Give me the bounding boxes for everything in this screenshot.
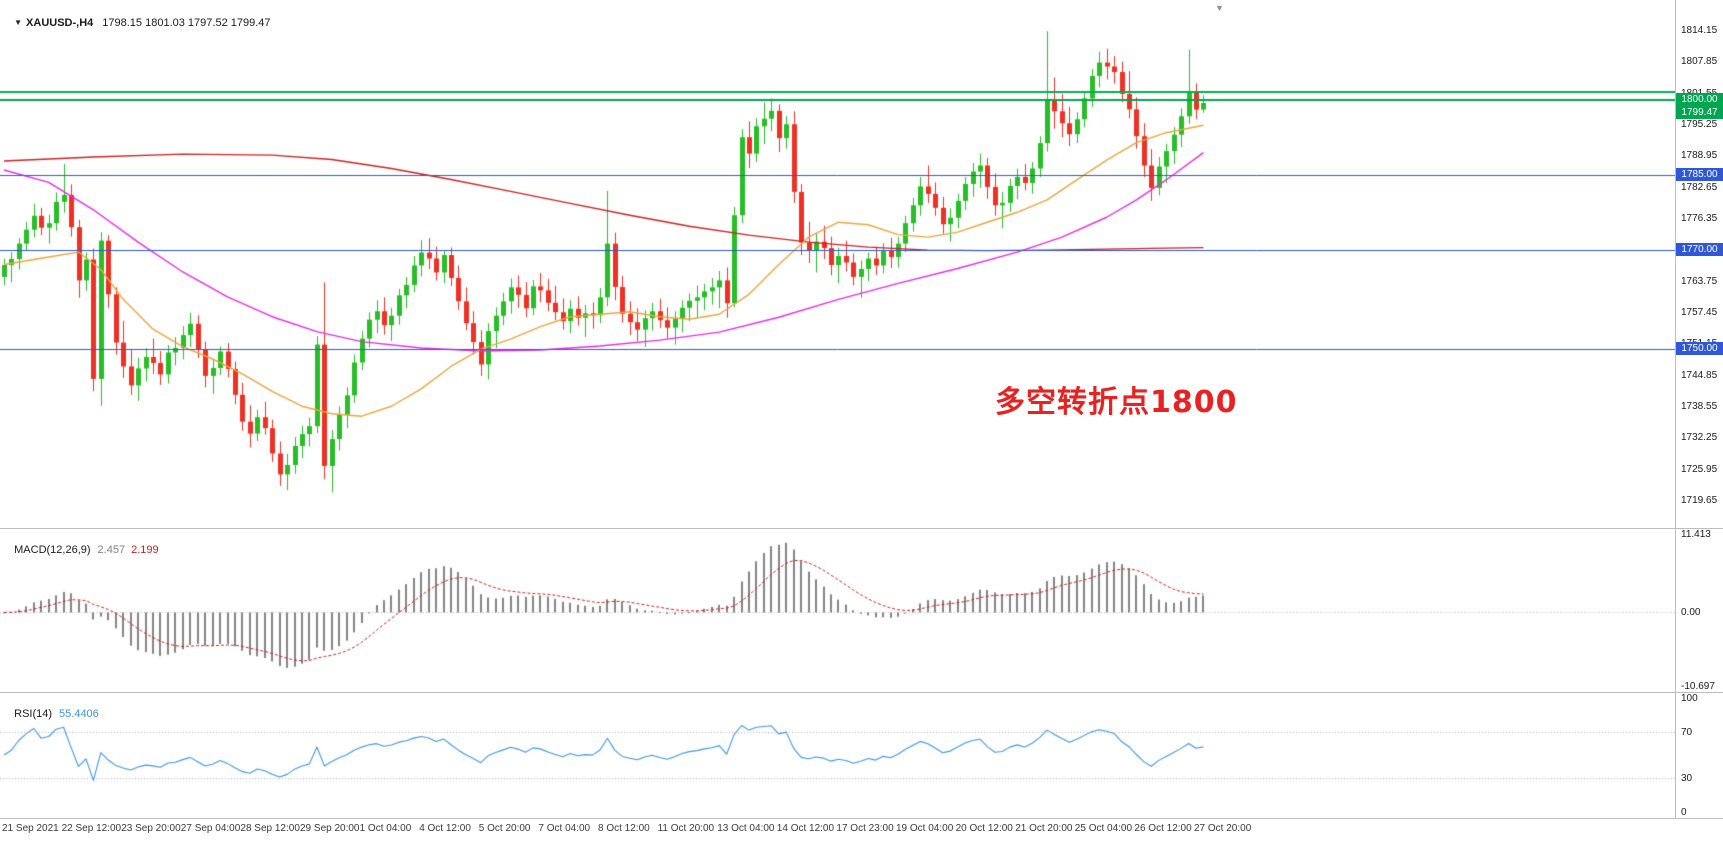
symbol-dropdown-icon[interactable]: ▼ xyxy=(14,18,23,27)
rsi-title: RSI(14) 55.4406 xyxy=(8,696,99,720)
macd-axis-tick: 11.413 xyxy=(1681,529,1711,540)
time-axis-label: 27 Sep 04:00 xyxy=(180,823,241,834)
price-level-badge[interactable]: 1800.00 xyxy=(1676,93,1723,107)
macd-axis-tick: -10.697 xyxy=(1681,681,1715,692)
time-axis-label: 19 Oct 04:00 xyxy=(896,823,954,834)
rsi-axis-tick: 70 xyxy=(1681,727,1693,739)
rsi-name: RSI(14) xyxy=(14,708,53,720)
time-axis-label: 11 Oct 20:00 xyxy=(657,823,715,834)
macd-signal-value: 2.199 xyxy=(131,544,159,556)
time-axis-label: 27 Oct 20:00 xyxy=(1194,823,1252,834)
chart-title: ▼ XAUUSD-,H4 1798.15 1801.03 1797.52 1799.… xyxy=(8,5,271,29)
price-axis-tick: 1814.15 xyxy=(1681,25,1718,36)
time-axis-label: 14 Oct 12:00 xyxy=(776,823,835,834)
price-axis-tick: 1782.65 xyxy=(1681,181,1718,193)
macd-name: MACD(12,26,9) xyxy=(14,544,91,556)
ohlc-readout: 1798.15 1801.03 1797.52 1799.47 xyxy=(102,17,271,29)
time-axis-label: 4 Oct 12:00 xyxy=(419,823,471,834)
rsi-axis-tick: 100 xyxy=(1681,693,1698,704)
price-level-badge[interactable]: 1750.00 xyxy=(1676,342,1723,356)
time-axis-label: 21 Oct 20:00 xyxy=(1015,823,1073,834)
chart-shift-marker-icon[interactable]: ▼ xyxy=(1215,3,1224,13)
chart-annotation-text[interactable]: 多空转折点1800 xyxy=(995,385,1238,420)
rsi-value: 55.4406 xyxy=(59,708,99,720)
time-axis-label: 5 Oct 20:00 xyxy=(478,823,531,834)
time-axis-label: 23 Sep 20:00 xyxy=(121,823,181,834)
price-scale-separator xyxy=(1675,0,1676,818)
symbol-period: XAUUSD-,H4 xyxy=(26,17,94,29)
price-axis-tick: 1795.25 xyxy=(1681,118,1718,130)
price-axis-tick: 1719.65 xyxy=(1681,494,1718,506)
macd-axis-tick: 0.00 xyxy=(1681,607,1701,619)
time-axis-label: 1 Oct 04:00 xyxy=(359,823,412,834)
time-axis-label: 20 Oct 12:00 xyxy=(955,823,1013,834)
time-axis-label: 8 Oct 12:00 xyxy=(598,823,650,834)
price-axis-tick: 1744.85 xyxy=(1681,369,1718,381)
time-axis-label: 17 Oct 23:00 xyxy=(836,823,894,834)
price-axis-tick: 1776.35 xyxy=(1681,212,1718,224)
time-axis-separator xyxy=(0,818,1723,819)
time-axis-label: 13 Oct 04:00 xyxy=(717,823,775,834)
price-axis-tick: 1763.75 xyxy=(1681,275,1718,287)
price-axis-tick: 1788.95 xyxy=(1681,150,1718,162)
current-price-badge: 1799.47 xyxy=(1676,106,1723,119)
rsi-axis-tick: 0 xyxy=(1681,807,1687,818)
panel-separator-rsi[interactable] xyxy=(0,692,1723,693)
price-axis-tick: 1738.55 xyxy=(1681,400,1718,412)
chart-canvas[interactable] xyxy=(0,0,1675,818)
time-axis-label: 26 Oct 12:00 xyxy=(1134,823,1192,834)
price-axis-tick: 1801.55 xyxy=(1681,88,1717,99)
panel-separator-macd[interactable] xyxy=(0,528,1723,529)
price-axis-tick: 1807.85 xyxy=(1681,56,1718,68)
price-axis-tick: 1732.25 xyxy=(1681,432,1718,444)
macd-main-value: 2.457 xyxy=(97,544,126,556)
price-axis-tick: 1725.95 xyxy=(1681,463,1718,475)
price-axis-tick: 1757.45 xyxy=(1681,306,1718,318)
rsi-axis-tick: 30 xyxy=(1681,772,1693,784)
time-axis-label: 7 Oct 04:00 xyxy=(538,823,591,834)
time-axis-label: 28 Sep 12:00 xyxy=(240,823,300,834)
time-axis-label: 25 Oct 04:00 xyxy=(1074,823,1133,834)
time-axis-label: 21 Sep 2021 xyxy=(2,823,59,834)
price-level-badge[interactable]: 1785.00 xyxy=(1676,167,1723,181)
macd-title: MACD(12,26,9) 2.457 2.199 xyxy=(8,532,159,556)
price-level-badge[interactable]: 1770.00 xyxy=(1676,242,1723,256)
time-axis-label: 29 Sep 20:00 xyxy=(300,823,360,834)
time-axis-label: 22 Sep 12:00 xyxy=(61,823,122,834)
